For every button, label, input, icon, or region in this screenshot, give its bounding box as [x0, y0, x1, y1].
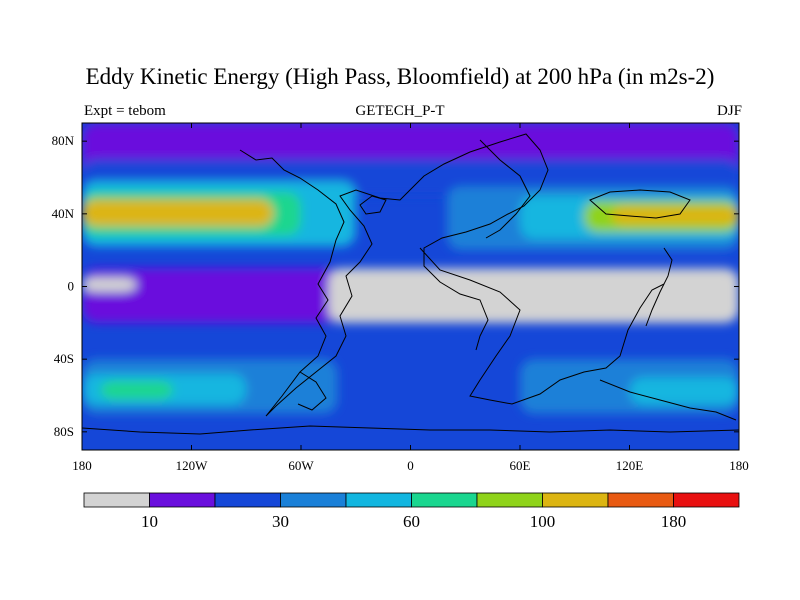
coastline-island-south: [297, 371, 327, 411]
experiment-label: Expt = tebom: [84, 103, 166, 119]
latitude-axis: 80N 40N 0 40S 80S: [52, 133, 739, 439]
coastline-eurasia: [479, 139, 531, 239]
coastline-africa: [419, 247, 665, 405]
colorbar-box-2: [214, 492, 281, 508]
colorbar-box-9: [673, 492, 740, 508]
x-tick-label-5: 120E: [616, 458, 644, 473]
x-tick-label-4: 60E: [510, 458, 531, 473]
y-tick-label-3: 40S: [54, 351, 74, 366]
colorbar: 10 30 60 100 180: [83, 492, 740, 531]
longitude-axis: 180 120W 60W 0 60E 120E 180: [72, 123, 749, 473]
coastline-island-pacific: [645, 247, 673, 327]
coastline-antarctica: [82, 425, 739, 435]
chart-title: Eddy Kinetic Energy (High Pass, Bloomfie…: [85, 64, 715, 89]
field-band-4: [82, 199, 274, 227]
ekE-contour-fields: [82, 123, 739, 414]
colorbar-box-3: [280, 492, 347, 508]
paleogeography-label: GETECH_P-T: [355, 103, 445, 119]
coastline-australia: [599, 379, 737, 421]
colorbar-box-7: [542, 492, 609, 508]
x-tick-label-0: 180: [72, 458, 92, 473]
colorbar-label-1: 30: [272, 512, 289, 531]
colorbar-box-0: [83, 492, 150, 508]
x-tick-label-3: 0: [407, 458, 414, 473]
y-tick-label-1: 40N: [52, 206, 75, 221]
colorbar-box-1: [149, 492, 216, 508]
coastline-island-east: [589, 189, 691, 219]
field-band-10: [82, 277, 137, 292]
map-plot-area: [81, 122, 740, 451]
field-band-14: [100, 380, 174, 400]
y-tick-label-0: 80N: [52, 133, 75, 148]
colorbar-label-3: 100: [530, 512, 556, 531]
x-tick-label-2: 60W: [288, 458, 314, 473]
colorbar-box-8: [607, 492, 674, 508]
colorbar-box-4: [345, 492, 412, 508]
field-band-8: [611, 206, 739, 225]
paleo-coastlines: [82, 133, 739, 435]
x-tick-label-6: 180: [729, 458, 749, 473]
colorbar-label-2: 60: [403, 512, 420, 531]
x-tick-label-1: 120W: [176, 458, 209, 473]
colorbar-box-5: [411, 492, 478, 508]
coastline-island-north: [359, 195, 387, 215]
season-label: DJF: [716, 103, 742, 119]
field-band-11: [328, 268, 739, 323]
colorbar-box-6: [476, 492, 543, 508]
y-tick-label-2: 0: [68, 279, 75, 294]
colorbar-label-0: 10: [141, 512, 158, 531]
colorbar-label-4: 180: [661, 512, 687, 531]
coastline-americas: [239, 133, 549, 417]
field-band-16: [629, 377, 739, 405]
y-tick-label-4: 80S: [54, 424, 74, 439]
